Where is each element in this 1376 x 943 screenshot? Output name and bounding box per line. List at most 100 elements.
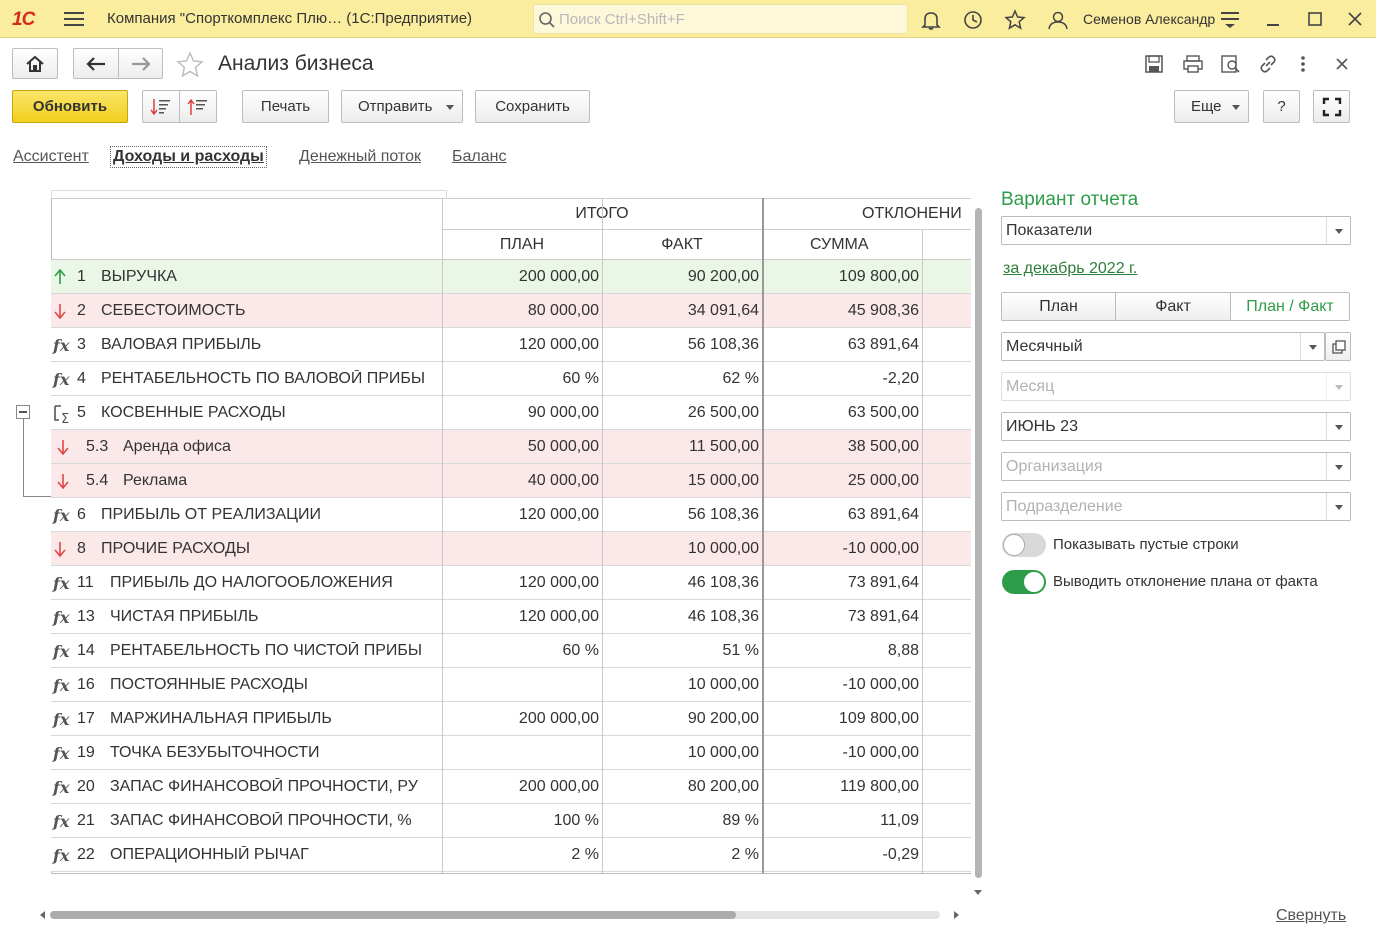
table-row[interactable]: 5.4 Реклама 40 000,00 15 000,00 25 000,00 bbox=[51, 464, 971, 498]
row-indicator-name: Аренда офиса bbox=[123, 438, 231, 455]
period-link[interactable]: за декабрь 2022 г. bbox=[1003, 260, 1138, 277]
cell-fact: 10 000,00 bbox=[687, 676, 759, 693]
cell-plan: 40 000,00 bbox=[527, 472, 599, 489]
organization-select[interactable]: Организация bbox=[1001, 452, 1351, 481]
row-indicator-name: ПОСТОЯННЫЕ РАСХОДЫ bbox=[110, 676, 308, 693]
dropdown-arrow-icon[interactable] bbox=[1326, 217, 1350, 244]
maximize-icon[interactable] bbox=[1306, 9, 1324, 29]
close-form-icon[interactable] bbox=[1334, 54, 1350, 74]
row-number: 5 bbox=[77, 404, 86, 421]
row-number: 16 bbox=[77, 676, 95, 693]
print-icon[interactable] bbox=[1182, 54, 1204, 74]
forward-button[interactable] bbox=[118, 48, 163, 79]
table-row[interactable]: fx 13 ЧИСТАЯ ПРИБЫЛЬ 120 000,00 46 108,36 73 … bbox=[51, 600, 971, 634]
table-row[interactable]: fx 4 РЕНТАБЕЛЬНОСТЬ ПО ВАЛОВОЙ ПРИБЫ 60 % 62… bbox=[51, 362, 971, 396]
row-indicator-name: МАРЖИНАЛЬНАЯ ПРИБЫЛЬ bbox=[110, 710, 332, 727]
cell-fact: 34 091,64 bbox=[687, 302, 759, 319]
vertical-scrollbar[interactable] bbox=[973, 198, 983, 898]
send-button[interactable]: Отправить bbox=[341, 90, 463, 123]
grid-top-edge bbox=[51, 190, 447, 198]
open-periodicity-button[interactable] bbox=[1325, 332, 1351, 361]
current-user[interactable]: Семенов Александр bbox=[1083, 11, 1216, 27]
home-button[interactable] bbox=[12, 48, 58, 79]
collapse-panel-link[interactable]: Свернуть bbox=[1276, 907, 1347, 924]
toggle-show-deviation[interactable] bbox=[1002, 570, 1046, 594]
report-table[interactable]: ИТОГО ОТКЛОНЕНИ ПЛАН ФАКТ СУММА 1 ВЫРУЧКА… bbox=[51, 198, 971, 874]
collapse-group-toggle[interactable] bbox=[16, 405, 30, 419]
settings-menu-icon[interactable] bbox=[1220, 9, 1240, 29]
print-button[interactable]: Печать bbox=[242, 90, 329, 123]
table-row[interactable]: 2 СЕБЕСТОИМОСТЬ 80 000,00 34 091,64 45 908,3… bbox=[51, 294, 971, 328]
dropdown-arrow-icon[interactable] bbox=[1326, 493, 1350, 520]
save-button[interactable]: Сохранить bbox=[475, 90, 590, 123]
arrow-left-icon bbox=[86, 56, 105, 71]
scroll-left-icon[interactable] bbox=[40, 911, 45, 919]
month-value-select[interactable]: ИЮНЬ 23 bbox=[1001, 412, 1351, 441]
row-number: 8 bbox=[77, 540, 86, 557]
bell-icon[interactable] bbox=[920, 9, 942, 31]
table-row[interactable]: fx 19 ТОЧКА БЕЗУБЫТОЧНОСТИ 10 000,00 -10 000… bbox=[51, 736, 971, 770]
cell-sum: 8,88 bbox=[887, 642, 919, 659]
vertical-scroll-thumb[interactable] bbox=[975, 208, 982, 878]
horizontal-scrollbar[interactable] bbox=[40, 908, 962, 922]
table-row[interactable]: fx 22 ОПЕРАЦИОННЫЙ РЫЧАГ 2 % 2 % -0,29 bbox=[51, 838, 971, 872]
table-row[interactable]: fx 16 ПОСТОЯННЫЕ РАСХОДЫ 10 000,00 -10 000,0… bbox=[51, 668, 971, 702]
history-icon[interactable] bbox=[962, 9, 984, 31]
table-row[interactable]: fx 21 ЗАПАС ФИНАНСОВОЙ ПРОЧНОСТИ, % 100 % 89… bbox=[51, 804, 971, 838]
table-row[interactable]: fx 17 МАРЖИНАЛЬНАЯ ПРИБЫЛЬ 200 000,00 90 200… bbox=[51, 702, 971, 736]
row-indicator-name: ТОЧКА БЕЗУБЫТОЧНОСТИ bbox=[110, 744, 320, 761]
more-vertical-icon[interactable] bbox=[1298, 54, 1308, 74]
table-row[interactable]: 8 ПРОЧИЕ РАСХОДЫ 10 000,00 -10 000,00 bbox=[51, 532, 971, 566]
favorites-star-icon[interactable] bbox=[1004, 9, 1026, 31]
table-row[interactable]: fx 20 ЗАПАС ФИНАНСОВОЙ ПРОЧНОСТИ, РУ 200 00… bbox=[51, 770, 971, 804]
row-number: 11 bbox=[77, 574, 94, 591]
link-icon[interactable] bbox=[1257, 54, 1279, 74]
cell-plan: 90 000,00 bbox=[527, 404, 599, 421]
dropdown-arrow-icon[interactable] bbox=[1326, 453, 1350, 480]
bookmark-star-icon[interactable] bbox=[175, 50, 205, 80]
horizontal-scroll-thumb[interactable] bbox=[50, 911, 736, 919]
segment-fact[interactable]: Факт bbox=[1115, 292, 1231, 321]
toggle-show-empty-rows[interactable] bbox=[1002, 533, 1046, 557]
department-select[interactable]: Подразделение bbox=[1001, 492, 1351, 521]
tab-cash-flow[interactable]: Денежный поток bbox=[299, 148, 421, 165]
back-button[interactable] bbox=[73, 48, 119, 79]
segment-plan[interactable]: План bbox=[1001, 292, 1116, 321]
table-row[interactable]: fx 11 ПРИБЫЛЬ ДО НАЛОГООБЛОЖЕНИЯ 120 000,00… bbox=[51, 566, 971, 600]
table-row[interactable]: fx 14 РЕНТАБЕЛЬНОСТЬ ПО ЧИСТОЙ ПРИБЫ 60 % 51… bbox=[51, 634, 971, 668]
scroll-down-icon[interactable] bbox=[974, 890, 982, 895]
main-menu-icon[interactable] bbox=[63, 9, 85, 29]
preview-icon[interactable] bbox=[1220, 54, 1242, 74]
table-row[interactable]: Σ 5 КОСВЕННЫЕ РАСХОДЫ 90 000,00 26 500,00 63 … bbox=[51, 396, 971, 430]
sort-up-button[interactable] bbox=[179, 90, 217, 123]
cell-sum: 25 000,00 bbox=[847, 472, 919, 489]
refresh-button[interactable]: Обновить bbox=[12, 90, 128, 123]
segment-plan-fact[interactable]: План / Факт bbox=[1230, 292, 1350, 321]
row-indicator-name: РЕНТАБЕЛЬНОСТЬ ПО ЧИСТОЙ ПРИБЫ bbox=[110, 642, 423, 659]
close-window-icon[interactable] bbox=[1346, 9, 1364, 29]
sort-down-button[interactable] bbox=[142, 90, 180, 123]
periodicity-select[interactable]: Месячный bbox=[1001, 332, 1325, 361]
users-icon[interactable] bbox=[1046, 9, 1070, 31]
cell-fact: 15 000,00 bbox=[687, 472, 759, 489]
dropdown-arrow-icon[interactable] bbox=[1326, 413, 1350, 440]
fullscreen-button[interactable] bbox=[1313, 90, 1350, 123]
dropdown-arrow-icon[interactable] bbox=[1300, 333, 1324, 360]
report-variant-select[interactable]: Показатели bbox=[1001, 216, 1351, 245]
scroll-right-icon[interactable] bbox=[954, 911, 959, 919]
minimize-icon[interactable] bbox=[1264, 9, 1282, 29]
cell-fact: 2 % bbox=[731, 846, 759, 863]
row-indicator-name: ЗАПАС ФИНАНСОВОЙ ПРОЧНОСТИ, % bbox=[110, 812, 412, 829]
table-row[interactable]: 5.3 Аренда офиса 50 000,00 11 500,00 38 500,… bbox=[51, 430, 971, 464]
table-row[interactable]: fx 3 ВАЛОВАЯ ПРИБЫЛЬ 120 000,00 56 108,36 63 … bbox=[51, 328, 971, 362]
more-button[interactable]: Еще bbox=[1174, 90, 1249, 123]
global-search-input[interactable]: Поиск Ctrl+Shift+F bbox=[533, 4, 908, 34]
table-row[interactable]: fx 6 ПРИБЫЛЬ ОТ РЕАЛИЗАЦИИ 120 000,00 56 108… bbox=[51, 498, 971, 532]
save-disk-icon[interactable] bbox=[1144, 54, 1164, 74]
arrow-down-icon bbox=[53, 540, 75, 558]
tab-assistant[interactable]: Ассистент bbox=[13, 148, 89, 165]
tab-balance[interactable]: Баланс bbox=[452, 148, 507, 165]
help-button[interactable]: ? bbox=[1263, 90, 1300, 123]
tab-income-expenses[interactable]: Доходы и расходы bbox=[110, 146, 267, 168]
table-row[interactable]: 1 ВЫРУЧКА 200 000,00 90 200,00 109 800,00 bbox=[51, 260, 971, 294]
